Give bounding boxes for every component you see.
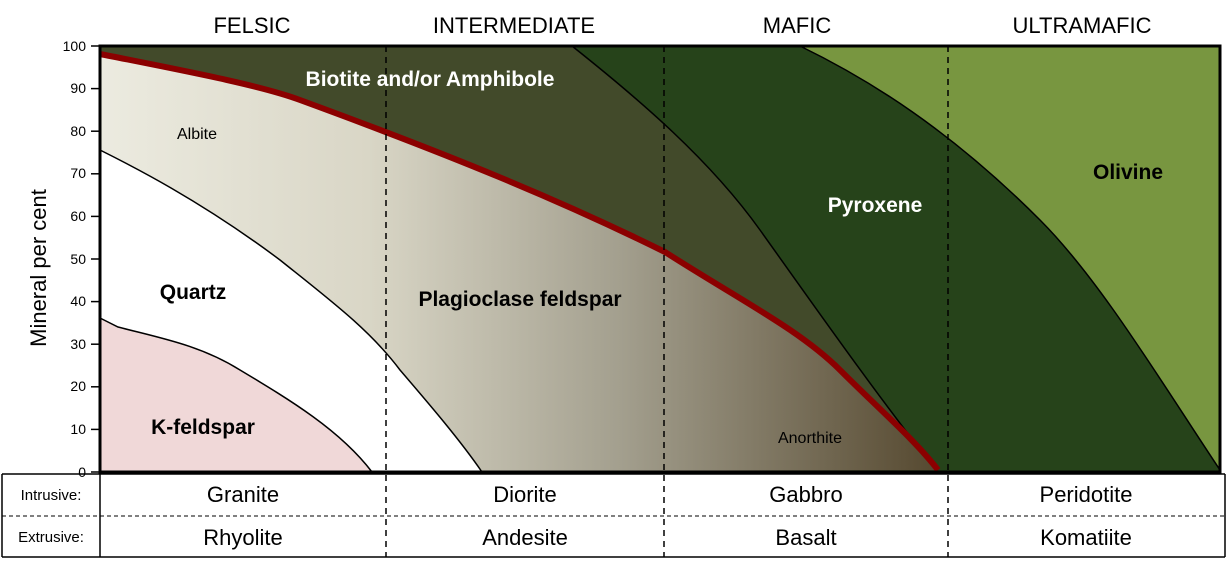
y-tick-label: 20 bbox=[70, 378, 86, 394]
extrusive-intermediate-rock: Andesite bbox=[482, 525, 568, 550]
field-label-pyroxene: Pyroxene bbox=[828, 194, 923, 217]
y-tick-label: 0 bbox=[78, 464, 86, 480]
category-ultramafic: ULTRAMAFIC bbox=[1013, 13, 1152, 38]
y-tick-label: 50 bbox=[70, 251, 86, 267]
intrusive-mafic-rock: Gabbro bbox=[769, 482, 842, 507]
category-mafic: MAFIC bbox=[763, 13, 832, 38]
y-axis-title: Mineral per cent bbox=[26, 189, 51, 347]
extrusive-ultramafic-rock: Komatiite bbox=[1040, 525, 1132, 550]
y-tick-label: 60 bbox=[70, 208, 86, 224]
category-dividers bbox=[385, 46, 949, 557]
field-label-albite: Albite bbox=[177, 126, 217, 143]
k-feldspar-boundary-line bbox=[99, 317, 373, 473]
y-tick-label: 40 bbox=[70, 293, 86, 309]
plagioclase-boundary-line bbox=[99, 51, 941, 472]
category-felsic: FELSIC bbox=[213, 13, 290, 38]
intrusive-intermediate-rock: Diorite bbox=[493, 482, 557, 507]
field-label-k-feldspar: K-feldspar bbox=[151, 416, 255, 439]
row-label-extrusive: Extrusive: bbox=[18, 529, 84, 546]
intrusive-felsic-rock: Granite bbox=[207, 482, 279, 507]
olivine-field bbox=[800, 46, 1220, 470]
y-tick-label: 10 bbox=[70, 421, 86, 437]
category-intermediate: INTERMEDIATE bbox=[433, 13, 595, 38]
intrusive-ultramafic-rock: Peridotite bbox=[1040, 482, 1133, 507]
field-label-anorthite: Anorthite bbox=[778, 430, 842, 447]
y-tick-label: 90 bbox=[70, 80, 86, 96]
mineral-fields bbox=[100, 46, 1220, 472]
row-label-intrusive: Intrusive: bbox=[21, 487, 82, 504]
olivine-boundary-line bbox=[799, 45, 1221, 471]
y-tick-label: 30 bbox=[70, 336, 86, 352]
k-feldspar-field bbox=[100, 318, 372, 472]
extrusive-felsic-rock: Rhyolite bbox=[203, 525, 282, 550]
field-label-biotite-amphibole: Biotite and/or Amphibole bbox=[306, 68, 555, 91]
field-boundaries bbox=[99, 45, 1221, 473]
extrusive-mafic-rock: Basalt bbox=[775, 525, 836, 550]
field-label-plagioclase: Plagioclase feldspar bbox=[418, 288, 621, 311]
field-label-quartz: Quartz bbox=[160, 281, 227, 304]
field-label-olivine: Olivine bbox=[1093, 161, 1163, 184]
quartz-boundary-line bbox=[99, 149, 483, 473]
y-tick-labels: 0 10 20 30 40 50 60 70 80 90 100 bbox=[63, 38, 87, 480]
pyroxene-boundary-line bbox=[571, 45, 939, 473]
y-axis bbox=[91, 45, 100, 473]
y-tick-label: 70 bbox=[70, 165, 86, 181]
rock-name-table: Intrusive: Extrusive: Granite Diorite Ga… bbox=[1, 473, 1226, 558]
y-tick-label: 80 bbox=[70, 123, 86, 139]
y-tick-label: 100 bbox=[63, 38, 87, 54]
